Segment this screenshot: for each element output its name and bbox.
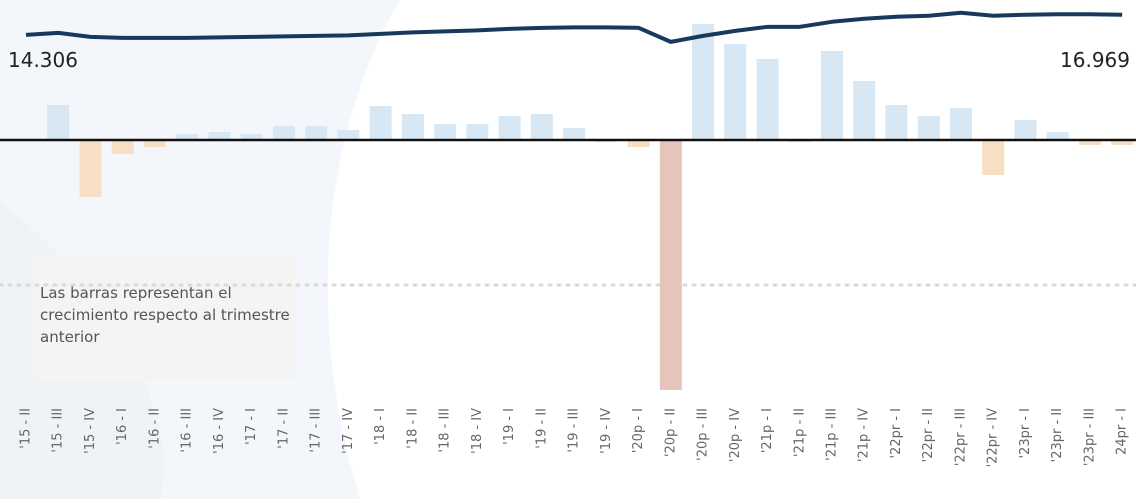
- bar: [47, 105, 70, 140]
- x-tick-label: '21p - II: [792, 408, 807, 457]
- x-tick-label: '20p - IV: [728, 408, 743, 462]
- x-tick-label: '21p - I: [760, 408, 775, 453]
- x-tick-label: '16 - III: [180, 408, 195, 453]
- x-tick-label: '20p - I: [631, 408, 646, 453]
- x-tick-label: '15 - IV: [83, 408, 98, 454]
- bar: [724, 44, 747, 140]
- x-tick-label: '16 - IV: [212, 408, 227, 454]
- bar: [949, 108, 972, 140]
- bar: [434, 124, 457, 140]
- x-tick-label: '21p - IV: [857, 408, 872, 462]
- x-tick-label: 24pr - I: [1115, 408, 1130, 455]
- x-tick-label: '18 - II: [405, 408, 420, 449]
- x-tick-label: '17 - III: [309, 408, 324, 453]
- bar: [111, 140, 134, 154]
- annotation: Las barras representan el crecimiento re…: [40, 284, 290, 346]
- x-tick-label: '18 - I: [373, 408, 388, 445]
- bar: [1046, 132, 1069, 140]
- x-tick-label: '22pr - IV: [986, 408, 1001, 468]
- x-tick-label: '21p - III: [825, 408, 840, 461]
- bar: [208, 132, 231, 140]
- bar: [272, 126, 295, 140]
- x-tick-label: '23pr - I: [1018, 408, 1033, 459]
- x-tick-label: '15 - II: [19, 408, 34, 449]
- bar: [627, 140, 650, 147]
- bar: [1078, 140, 1101, 145]
- bar: [369, 106, 392, 140]
- bar: [563, 128, 586, 140]
- x-tick-label: '17 - I: [244, 408, 259, 445]
- bar: [756, 59, 779, 140]
- x-tick-label: '20p - II: [663, 408, 678, 457]
- x-tick-label: '18 - III: [438, 408, 453, 453]
- annotation-text: Las barras representan el crecimiento re…: [40, 284, 290, 346]
- x-tick-label: '22pr - I: [889, 408, 904, 459]
- x-tick-label: '16 - I: [115, 408, 130, 445]
- bar: [982, 140, 1005, 175]
- x-tick-label: '18 - IV: [470, 408, 485, 454]
- bar: [498, 116, 521, 140]
- bar: [530, 114, 553, 140]
- x-tick-label: '19 - II: [534, 408, 549, 449]
- annotation-box: [34, 256, 297, 380]
- bar: [821, 51, 843, 140]
- bar: [1014, 120, 1037, 140]
- point-label: 14.306: [8, 48, 78, 72]
- x-tick-label: '23pr - II: [1050, 408, 1065, 462]
- bar: [1111, 140, 1134, 145]
- level-line: [25, 10, 1123, 44]
- bar: [401, 114, 424, 140]
- x-tick-label: '22pr - II: [921, 408, 936, 462]
- x-tick-label: '19 - IV: [599, 408, 614, 454]
- x-tick-label: '17 - IV: [341, 408, 356, 454]
- bar: [917, 116, 940, 140]
- bar: [659, 140, 682, 390]
- bar: [337, 130, 360, 140]
- bar: [853, 81, 876, 140]
- x-tick-label: '20p - III: [696, 408, 711, 461]
- bar: [79, 140, 102, 197]
- x-tick-label: '15 - III: [51, 408, 66, 453]
- bar: [176, 134, 199, 140]
- bar: [305, 126, 328, 140]
- bar: [466, 124, 489, 140]
- x-tick-label: '19 - III: [567, 408, 582, 453]
- x-tick-label: '17 - II: [276, 408, 291, 449]
- bar: [240, 134, 263, 140]
- bar: [143, 140, 166, 147]
- x-tick-label: '22pr - III: [953, 408, 968, 466]
- x-tick-label: '19 - I: [502, 408, 517, 445]
- bar: [692, 24, 715, 140]
- x-tick-label: '23pr - III: [1082, 408, 1097, 466]
- point-label: 16.969: [1060, 48, 1130, 72]
- x-tick-label: '16 - II: [147, 408, 162, 449]
- bar: [885, 105, 908, 140]
